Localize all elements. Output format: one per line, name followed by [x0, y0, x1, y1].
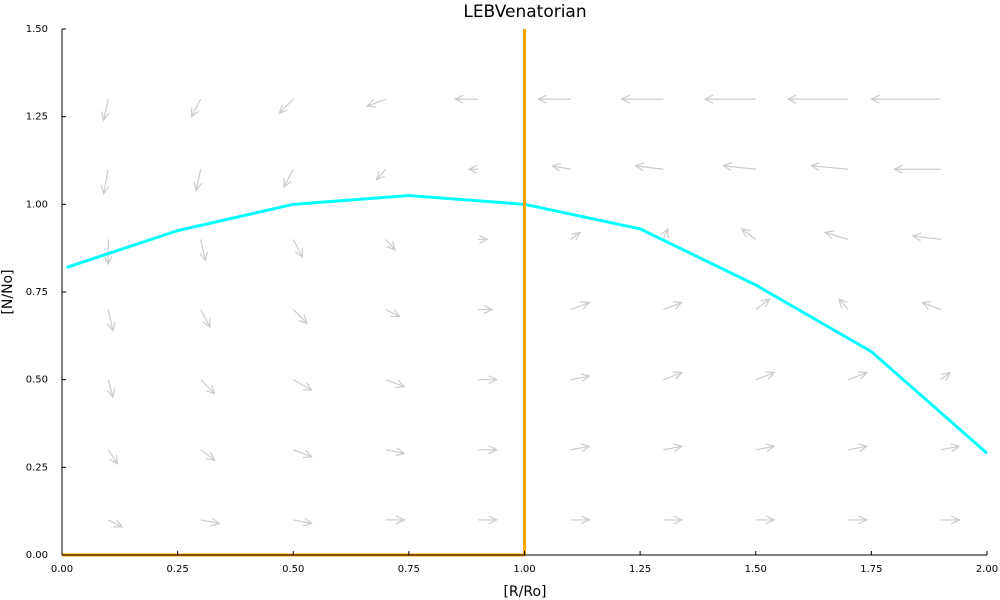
vector-arrow — [848, 371, 869, 381]
vector-arrow — [550, 162, 571, 172]
vector-arrow — [293, 449, 314, 459]
vector-arrow — [375, 168, 387, 181]
vector-arrow — [467, 164, 479, 174]
vector-arrow — [107, 449, 119, 465]
x-tick-label: 0.00 — [51, 564, 73, 575]
vector-arrow — [478, 234, 489, 244]
vector-arrow — [478, 375, 499, 385]
vector-arrow — [663, 515, 684, 525]
x-tick-label: 1.75 — [860, 564, 882, 575]
vector-arrow — [786, 94, 849, 104]
vector-arrow — [385, 379, 406, 389]
vector-arrow — [755, 443, 776, 453]
x-tick-label: 0.75 — [398, 564, 420, 575]
y-tick-label: 0.00 — [26, 550, 48, 561]
vector-arrow — [292, 309, 309, 325]
x-tick-label: 2.00 — [976, 564, 998, 575]
y-tick-label: 0.25 — [26, 462, 48, 473]
vector-arrow — [940, 443, 961, 453]
vector-arrow — [385, 515, 406, 525]
vector-arrow — [823, 230, 849, 240]
vector-arrow — [107, 519, 124, 528]
vector-arrow — [634, 162, 664, 172]
vector-arrow — [200, 517, 221, 527]
vector-field — [100, 94, 961, 528]
vector-arrow — [570, 443, 591, 453]
vector-arrow — [292, 379, 313, 391]
vector-arrow — [722, 162, 756, 172]
vector-arrow — [663, 301, 684, 311]
y-tick-label: 0.50 — [26, 375, 48, 386]
vector-arrow — [663, 443, 684, 453]
y-tick-label: 1.50 — [26, 24, 48, 35]
vector-arrow — [570, 231, 582, 241]
vector-arrow — [200, 309, 211, 329]
vector-arrow — [100, 99, 110, 122]
vector-arrow — [869, 94, 941, 104]
vector-arrow — [660, 227, 669, 240]
y-tick-label: 1.25 — [26, 112, 48, 123]
vector-arrow — [893, 164, 941, 174]
vector-arrow — [278, 98, 294, 115]
vector-arrow — [838, 297, 849, 310]
x-tick-label: 1.25 — [629, 564, 651, 575]
vector-arrow — [940, 371, 952, 381]
vector-arrow — [292, 239, 304, 259]
series-line — [66, 194, 988, 455]
vector-arrow — [193, 169, 203, 192]
vector-arrow — [385, 308, 401, 318]
vector-arrow — [106, 309, 116, 332]
vector-arrow — [703, 94, 756, 104]
y-tick-label: 0.75 — [26, 287, 48, 298]
vector-arrow — [478, 305, 494, 314]
vector-arrow — [620, 94, 664, 104]
vector-arrow — [100, 169, 110, 196]
vector-arrow — [920, 301, 941, 311]
vector-arrow — [365, 98, 386, 108]
vector-arrow — [103, 239, 113, 266]
vector-arrow — [809, 162, 849, 171]
vector-arrow — [536, 94, 571, 104]
vector-arrow — [385, 239, 396, 251]
vector-arrow — [570, 515, 591, 525]
vector-arrow — [283, 168, 294, 189]
vector-arrow — [940, 515, 961, 525]
vector-arrow — [478, 515, 499, 525]
vector-arrow — [848, 515, 869, 525]
vector-arrow — [200, 449, 216, 462]
vector-arrow — [740, 228, 757, 240]
vector-arrow — [106, 379, 116, 399]
vector-arrow — [570, 301, 591, 311]
x-tick-label: 1.00 — [513, 564, 535, 575]
vector-arrow — [755, 371, 776, 381]
plot-lines — [62, 29, 988, 557]
vector-arrow — [848, 443, 869, 453]
x-tick-label: 1.50 — [745, 564, 767, 575]
vector-arrow — [293, 517, 314, 527]
vector-arrow — [385, 447, 406, 457]
x-tick-label: 0.25 — [166, 564, 188, 575]
vector-arrow — [478, 445, 499, 455]
vector-arrow — [199, 239, 209, 262]
vector-arrow — [755, 515, 776, 525]
vector-arrow — [453, 94, 479, 104]
vector-arrow — [570, 373, 591, 382]
x-tick-label: 0.50 — [282, 564, 304, 575]
x-axis-label: [R/Ro] — [503, 584, 546, 600]
y-tick-label: 1.00 — [26, 199, 48, 210]
vector-arrow — [755, 298, 771, 311]
y-axis-label: [N/No] — [0, 269, 16, 314]
vector-arrow — [663, 371, 684, 381]
vector-arrow — [200, 379, 216, 395]
series-line — [62, 29, 526, 557]
vector-arrow — [190, 98, 202, 118]
vector-arrow — [911, 232, 941, 242]
chart-title: LEBVenatorian — [463, 2, 586, 22]
